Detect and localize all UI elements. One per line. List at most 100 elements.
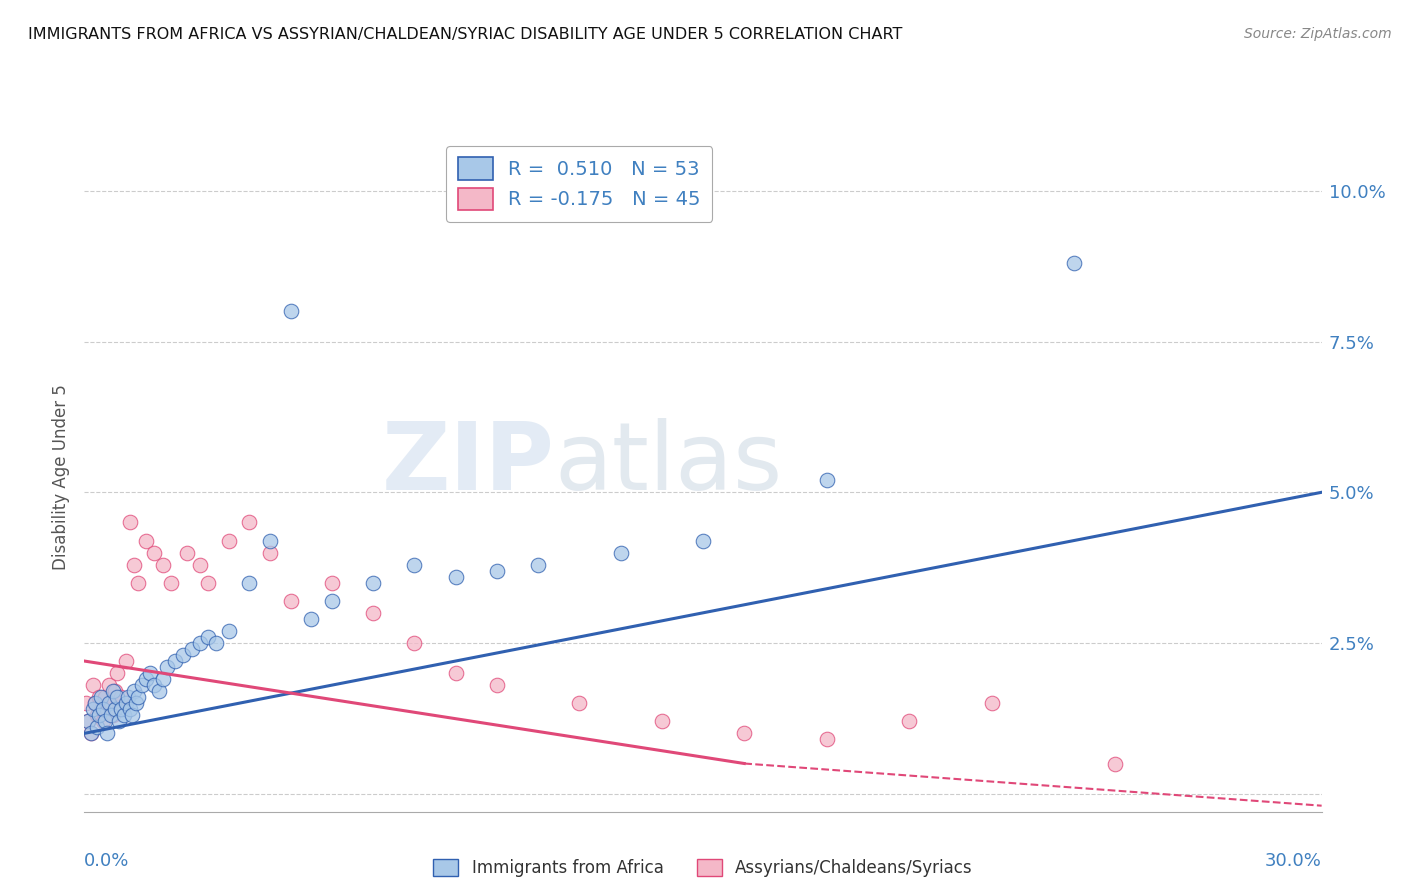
Point (83, 696, 105, 710)
Point (404, 636, 426, 650)
Point (152, 672, 174, 686)
Point (98, 678, 121, 692)
Point (83, 696, 105, 710)
Point (527, 558, 550, 572)
Point (218, 533, 240, 548)
Point (156, 660, 179, 674)
Point (651, 714, 673, 729)
Point (118, 702, 141, 716)
Point (86, 708, 108, 723)
Point (259, 545, 281, 559)
Point (104, 702, 127, 716)
Point (87, 708, 110, 723)
Point (90, 702, 112, 716)
Point (321, 594, 343, 608)
Point (485, 678, 508, 692)
Point (485, 564, 508, 578)
Point (180, 642, 202, 657)
Point (197, 575, 219, 590)
Point (108, 696, 131, 710)
Point (815, 473, 838, 487)
Point (131, 678, 153, 692)
Point (188, 558, 211, 572)
Point (121, 708, 143, 723)
Point (122, 684, 145, 698)
Point (103, 684, 125, 698)
Point (898, 714, 921, 729)
Point (444, 569, 467, 583)
Point (79, 726, 101, 740)
Point (114, 696, 136, 710)
Text: ZIP: ZIP (381, 417, 554, 510)
Point (299, 612, 322, 626)
Point (87, 690, 110, 705)
Text: IMMIGRANTS FROM AFRICA VS ASSYRIAN/CHALDEAN/SYRIAC DISABILITY AGE UNDER 5 CORREL: IMMIGRANTS FROM AFRICA VS ASSYRIAN/CHALD… (28, 27, 903, 42)
Point (280, 594, 302, 608)
Point (143, 545, 166, 559)
Point (980, 696, 1002, 710)
Point (82, 678, 104, 692)
Legend: Immigrants from Africa, Assyrians/Chaldeans/Syriacs: Immigrants from Africa, Assyrians/Chalde… (426, 852, 980, 884)
Point (280, 304, 302, 318)
Point (100, 708, 122, 723)
Point (165, 654, 187, 668)
Point (90, 690, 112, 705)
Point (139, 666, 162, 681)
Point (96, 726, 118, 740)
Point (110, 690, 132, 705)
Point (77, 714, 100, 729)
Point (444, 666, 467, 681)
Point (143, 678, 166, 692)
Point (91, 702, 114, 716)
Point (105, 666, 128, 681)
Point (96, 702, 118, 716)
Point (125, 696, 148, 710)
Point (815, 732, 838, 747)
Point (127, 575, 149, 590)
Point (176, 545, 198, 559)
Point (361, 575, 384, 590)
Y-axis label: Disability Age Under 5: Disability Age Under 5 (52, 384, 70, 570)
Point (79, 726, 101, 740)
Point (86, 720, 108, 734)
Point (77, 714, 100, 729)
Point (568, 696, 591, 710)
Point (75, 696, 97, 710)
Point (118, 516, 141, 530)
Point (105, 690, 128, 705)
Point (117, 690, 139, 705)
Point (82, 702, 104, 716)
Point (172, 648, 194, 662)
Point (114, 654, 136, 668)
Point (148, 684, 170, 698)
Point (188, 636, 211, 650)
Point (321, 575, 343, 590)
Point (205, 636, 228, 650)
Point (733, 726, 755, 740)
Point (1104, 756, 1126, 771)
Point (160, 575, 183, 590)
Point (108, 714, 131, 729)
Point (218, 624, 240, 638)
Point (112, 708, 135, 723)
Point (238, 575, 260, 590)
Text: Source: ZipAtlas.com: Source: ZipAtlas.com (1244, 27, 1392, 41)
Point (94, 690, 117, 705)
Point (98, 696, 121, 710)
Point (135, 672, 157, 686)
Point (104, 684, 127, 698)
Point (609, 545, 631, 559)
Point (259, 533, 281, 548)
Point (238, 516, 260, 530)
Point (692, 533, 714, 548)
Text: 30.0%: 30.0% (1265, 852, 1322, 870)
Text: atlas: atlas (554, 417, 783, 510)
Point (152, 558, 174, 572)
Point (110, 702, 132, 716)
Point (361, 606, 384, 620)
Point (94, 714, 117, 729)
Point (100, 696, 122, 710)
Point (127, 690, 149, 705)
Point (135, 533, 157, 548)
Point (122, 558, 145, 572)
